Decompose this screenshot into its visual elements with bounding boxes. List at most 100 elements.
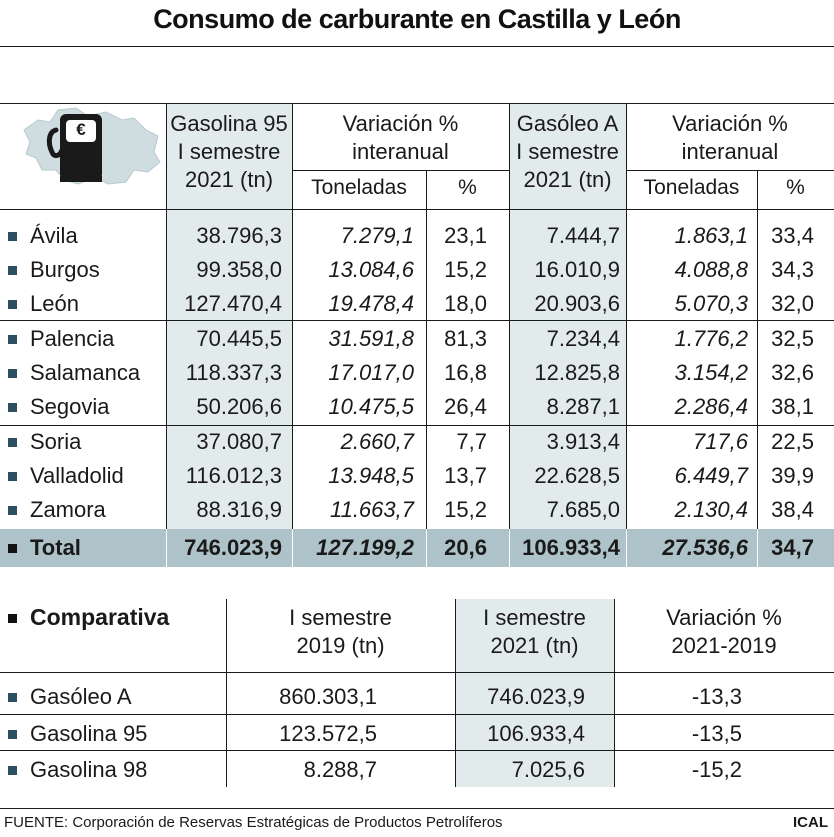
province-name: Burgos [30, 257, 100, 282]
gasoleo-a-var-pct: 22,5 [771, 429, 814, 454]
table-row: Valladolid 116.012,3 13.948,5 13,7 22.62… [0, 459, 834, 493]
gasolina95-value: 37.080,7 [196, 429, 282, 454]
gasoleo-a-var-pct: 32,6 [771, 360, 814, 385]
province-name: Zamora [30, 497, 106, 522]
province-name: León [30, 291, 79, 316]
bullet-square-icon [8, 300, 17, 309]
gasolina95-var-pct: 15,2 [444, 257, 487, 282]
province-name: Salamanca [30, 360, 141, 385]
col-line-6 [757, 170, 758, 529]
col-line-5 [626, 103, 627, 529]
gasoleo-a-var-pct: 32,5 [771, 326, 814, 351]
gasolina95-value: 70.445,5 [196, 326, 282, 351]
gasoleo-a-value: 12.825,8 [534, 360, 620, 385]
gasolina95-var-pct: 23,1 [444, 223, 487, 248]
bullet-square-icon [8, 544, 17, 553]
value-2021: 7.025,6 [511, 757, 585, 782]
gasoleo-a-value: 7.685,0 [546, 497, 620, 522]
gasoleo-a-value: 22.628,5 [534, 463, 620, 488]
gasoleo-a-var-pct: 32,0 [771, 291, 814, 316]
comparativa-col-line-1 [226, 599, 227, 787]
gasolina95-var-pct: 81,3 [444, 326, 487, 351]
gasoleo-a-var-tn: 2.130,4 [674, 497, 748, 522]
header-variacion-gasoleo: Variación % interanual [672, 111, 788, 164]
province-name: Ávila [30, 223, 78, 248]
gasolina95-var-pct: 15,2 [444, 497, 487, 522]
total-gasoleo-a-var-pct: 34,7 [771, 535, 814, 560]
variacion-value: -13,3 [691, 684, 742, 709]
gasolina95-column-shade [166, 103, 292, 529]
gasoleo-a-var-pct: 38,4 [771, 497, 814, 522]
gasoleo-a-column-shade [509, 103, 626, 529]
value-2019: 860.303,1 [279, 684, 377, 709]
gasolina95-var-tn: 11.663,7 [329, 497, 414, 522]
subheader-line-1 [292, 170, 509, 171]
comparativa-row: Gasolina 98 8.288,7 7.025,6 -15,2 [0, 753, 834, 787]
table-row: Soria 37.080,7 2.660,7 7,7 3.913,4 717,6… [0, 425, 834, 459]
gasoleo-a-value: 3.913,4 [546, 429, 620, 454]
total-gasolina95-var-pct: 20,6 [444, 535, 487, 560]
gasolina95-value: 99.358,0 [196, 257, 282, 282]
table-row: León 127.470,4 19.478,4 18,0 20.903,6 5.… [0, 287, 834, 321]
gasoleo-a-var-tn: 4.088,8 [674, 257, 748, 282]
province-name: Palencia [30, 326, 115, 351]
header-bottom-line [0, 209, 834, 210]
comparativa-header-line [0, 672, 834, 673]
total-col-line-6 [757, 529, 758, 567]
fuel-name: Gasolina 98 [30, 757, 148, 782]
bullet-square-icon [8, 232, 17, 241]
bullet-square-icon [8, 403, 17, 412]
gasolina95-var-pct: 16,8 [444, 360, 487, 385]
group-line-2 [0, 425, 834, 426]
gasolina95-var-pct: 13,7 [444, 463, 487, 488]
header-gasoleo-a: Gasóleo A I semestre 2021 (tn) [516, 111, 619, 192]
table-row: Segovia 50.206,6 10.475,5 26,4 8.287,1 2… [0, 390, 834, 424]
title-divider [0, 46, 834, 47]
value-2019: 123.572,5 [279, 721, 377, 746]
gasoleo-a-var-tn: 5.070,3 [674, 291, 748, 316]
gasolina95-var-tn: 7.279,1 [340, 223, 414, 248]
total-gasoleo-a: 106.933,4 [522, 535, 620, 560]
total-col-line-5 [626, 529, 627, 567]
gasoleo-a-var-pct: 39,9 [771, 463, 814, 488]
value-2021: 106.933,4 [487, 721, 585, 746]
bullet-square-icon [8, 369, 17, 378]
gasoleo-a-var-pct: 33,4 [771, 223, 814, 248]
total-col-line-2 [292, 529, 293, 567]
header-gasolina95: Gasolina 95 I semestre 2021 (tn) [170, 111, 288, 192]
comparativa-row-line-1 [0, 714, 834, 715]
footer-divider [0, 808, 834, 809]
total-gasoleo-a-var-tn: 27.536,6 [662, 535, 748, 560]
comparativa-title: Comparativa [30, 604, 170, 630]
table-row: Burgos 99.358,0 13.084,6 15,2 16.010,9 4… [0, 253, 834, 287]
brand-logo: ICAL [793, 814, 828, 831]
fuel-name: Gasóleo A [30, 684, 132, 709]
gasolina95-value: 127.470,4 [184, 291, 282, 316]
comparativa-row: Gasóleo A 860.303,1 746.023,9 -13,3 [0, 680, 834, 714]
fuel-name: Gasolina 95 [30, 721, 148, 746]
gasoleo-a-var-pct: 38,1 [771, 394, 814, 419]
subheader-toneladas-1: Toneladas [311, 176, 407, 199]
bullet-square-icon [8, 266, 17, 275]
gasoleo-a-value: 20.903,6 [534, 291, 620, 316]
gasolina95-var-tn: 2.660,7 [340, 429, 414, 454]
gasolina95-var-tn: 17.017,0 [328, 360, 414, 385]
province-name: Soria [30, 429, 82, 454]
comparativa-col-line-2 [455, 599, 456, 787]
gasoleo-a-value: 7.444,7 [546, 223, 620, 248]
variacion-value: -13,5 [691, 721, 742, 746]
group-line-1 [0, 320, 834, 321]
gasoleo-a-var-tn: 1.776,2 [674, 326, 748, 351]
page-title: Consumo de carburante en Castilla y León [153, 4, 681, 34]
total-col-line-1 [166, 529, 167, 567]
gasolina95-var-pct: 26,4 [444, 394, 487, 419]
gasolina95-var-tn: 13.084,6 [328, 257, 414, 282]
gasolina95-var-pct: 7,7 [456, 429, 487, 454]
gasolina95-value: 116.012,3 [185, 463, 282, 488]
gasolina95-value: 50.206,6 [196, 394, 282, 419]
province-name: Valladolid [30, 463, 124, 488]
bullet-square-icon [8, 730, 17, 739]
total-row-background [0, 529, 834, 567]
comparativa-row: Gasolina 95 123.572,5 106.933,4 -13,5 [0, 717, 834, 751]
table-row: Salamanca 118.337,3 17.017,0 16,8 12.825… [0, 356, 834, 390]
